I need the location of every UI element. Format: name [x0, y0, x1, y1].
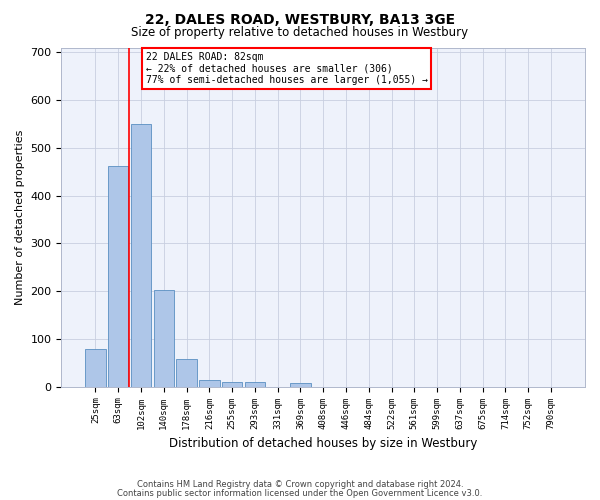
- Bar: [245, 382, 265, 386]
- Text: Contains public sector information licensed under the Open Government Licence v3: Contains public sector information licen…: [118, 489, 482, 498]
- Bar: [290, 383, 311, 386]
- Bar: [131, 124, 151, 386]
- Text: 22 DALES ROAD: 82sqm
← 22% of detached houses are smaller (306)
77% of semi-deta: 22 DALES ROAD: 82sqm ← 22% of detached h…: [146, 52, 428, 86]
- Bar: [85, 350, 106, 387]
- Y-axis label: Number of detached properties: Number of detached properties: [15, 130, 25, 305]
- Text: Size of property relative to detached houses in Westbury: Size of property relative to detached ho…: [131, 26, 469, 39]
- Text: 22, DALES ROAD, WESTBURY, BA13 3GE: 22, DALES ROAD, WESTBURY, BA13 3GE: [145, 12, 455, 26]
- X-axis label: Distribution of detached houses by size in Westbury: Distribution of detached houses by size …: [169, 437, 478, 450]
- Bar: [108, 166, 128, 386]
- Bar: [222, 382, 242, 386]
- Bar: [154, 290, 174, 386]
- Bar: [176, 360, 197, 386]
- Bar: [199, 380, 220, 386]
- Text: Contains HM Land Registry data © Crown copyright and database right 2024.: Contains HM Land Registry data © Crown c…: [137, 480, 463, 489]
